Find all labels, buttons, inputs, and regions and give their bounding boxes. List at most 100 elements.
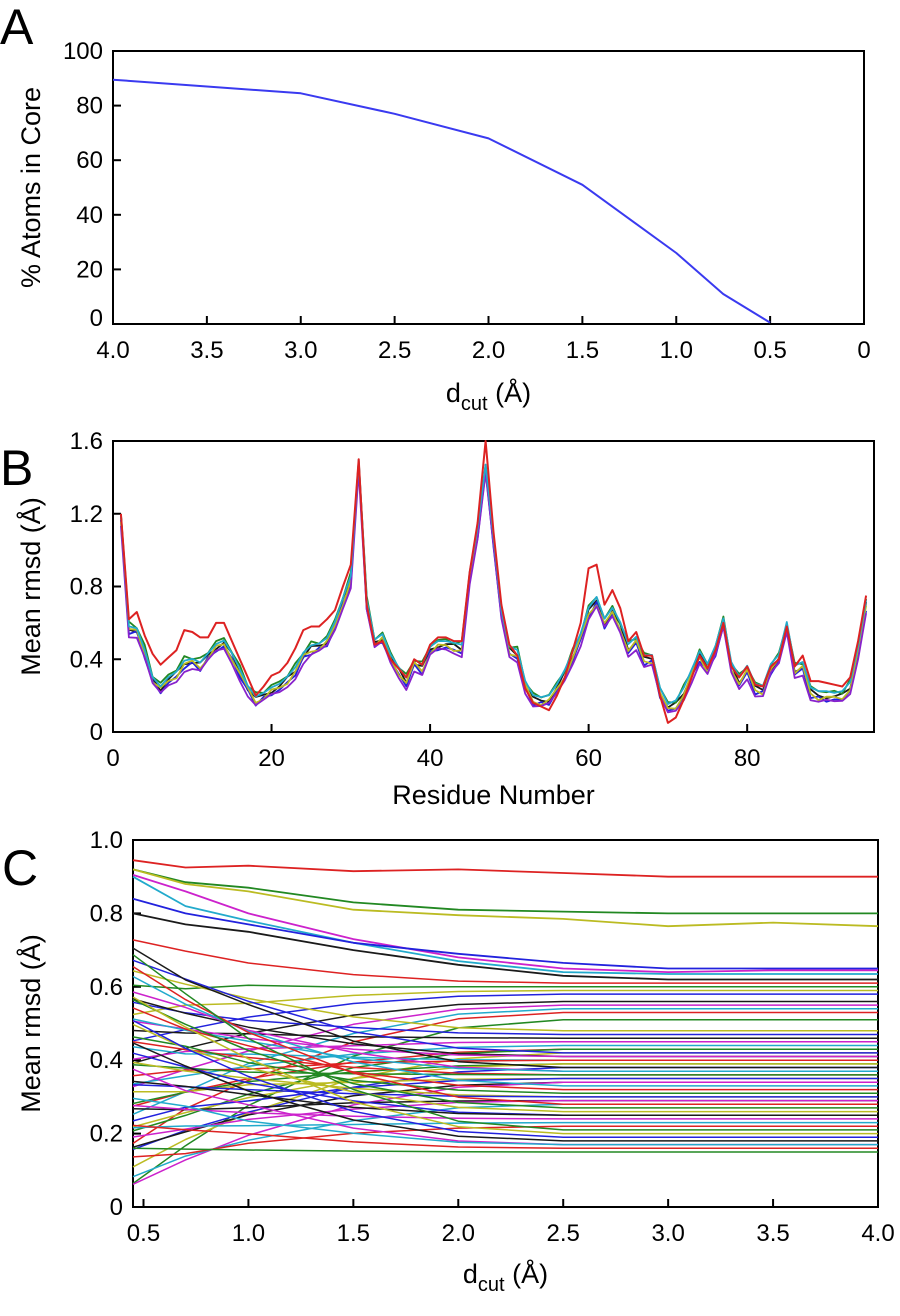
panel-c-series-line — [132, 1008, 878, 1115]
panel-c-series-line — [132, 993, 878, 1042]
panel-c-y-tick-label: 0.2 — [90, 1121, 123, 1148]
panel-c-series-line — [132, 1019, 878, 1139]
panel-c-plot-frame — [132, 839, 879, 1208]
panel-b-y-axis-label: Mean rmsd (Å) — [15, 497, 46, 676]
panel-b-x-tick-label: 60 — [575, 745, 602, 772]
panel-b-series-line — [120, 463, 867, 709]
panel-c-top-series-line — [132, 874, 878, 973]
panel-a-x-tick-label: 3.0 — [284, 337, 317, 364]
panel-label-b: B — [0, 440, 33, 496]
panel-c-y-axis-label: Mean rmsd (Å) — [15, 934, 46, 1113]
panel-c-x-tick-label: 2.0 — [442, 1220, 475, 1247]
panel-c-series-line — [132, 1011, 878, 1145]
panel-b-x-tick-label: 80 — [734, 745, 761, 772]
panel-c-series-line — [132, 1004, 878, 1088]
panel-a-y-axis-label: % Atoms in Core — [16, 87, 46, 288]
panel-c-y-tick-label: 1.0 — [90, 827, 123, 854]
panel-a-x-tick-label: 0 — [857, 337, 870, 364]
panel-b-x-axis-label: Residue Number — [392, 780, 595, 810]
panel-c-series-line — [132, 959, 878, 1054]
panel-a-y-tick-label: 100 — [63, 38, 103, 65]
panel-c-series-line — [132, 965, 878, 1105]
panel-c-series-line — [132, 1081, 878, 1185]
panel-c-x-axis-label: dcut (Å) — [463, 1258, 548, 1296]
panel-a-y-tick-label: 40 — [76, 202, 103, 229]
panel-a-plot-frame — [112, 50, 865, 325]
panel-a-x-axis-label: dcut (Å) — [446, 377, 531, 415]
panel-label-c: C — [2, 840, 38, 896]
panel-a-x-tick-label: 2.5 — [378, 337, 411, 364]
panel-c-x-tick-label: 3.5 — [756, 1220, 789, 1247]
panel-c-series-line — [132, 996, 878, 1135]
panel-a-x-tick-label: 2.0 — [472, 337, 505, 364]
panel-b-y-tick-label: 0.4 — [70, 646, 103, 673]
panel-c-series-line — [132, 1042, 878, 1142]
panel-c-series-line — [132, 939, 878, 984]
panel-c-series-line — [132, 1063, 878, 1076]
panel-c-chart: 0.5 1.0 1.5 2.0 2.5 3.0 3.5 4.0 0 0.2 0.4 0.6 0.8 1.0… — [15, 827, 895, 1296]
panel-a-x-tick-label: 1.5 — [566, 337, 599, 364]
panel-b-series-line — [120, 463, 867, 712]
panel-a-y-tick-label: 60 — [76, 147, 103, 174]
panel-c-series-line — [132, 975, 878, 1087]
panel-b-x-tick-label: 0 — [106, 745, 119, 772]
panel-c-series-line — [132, 1080, 878, 1117]
panel-c-series-line — [132, 1083, 878, 1098]
panel-b-y-tick-label: 1.6 — [70, 428, 103, 455]
panel-c-series-line — [132, 1023, 878, 1113]
panel-a-x-tick-label: 0.5 — [753, 337, 786, 364]
panel-c-top-series-line — [132, 912, 878, 981]
panel-c-series-line — [132, 1121, 878, 1129]
panel-b-y-tick-label: 1.2 — [70, 501, 103, 528]
panel-c-top-series-line — [132, 868, 879, 928]
panel-a-x-tick-label: 1.0 — [660, 337, 693, 364]
panel-c-series-line — [132, 1000, 878, 1064]
panel-c-series-line — [132, 1020, 878, 1058]
panel-c-top-series-line — [132, 875, 878, 975]
panel-c-top-series-line — [132, 868, 878, 915]
panel-a-y-tick-label: 20 — [76, 256, 103, 283]
panel-c-series-line — [132, 984, 878, 990]
panel-a-y-tick-label: 80 — [76, 93, 103, 120]
panel-c-y-tick-label: 0.4 — [90, 1047, 123, 1074]
panel-c-series-line — [132, 970, 878, 1032]
panel-c-y-tick-label: 0.6 — [90, 974, 123, 1001]
panel-c-y-tick-label: 0 — [110, 1194, 123, 1221]
panel-c-series-line — [132, 999, 878, 1109]
panel-c-series-line — [132, 1147, 878, 1153]
panel-a-chart: 4.0 3.5 3.0 2.5 2.0 1.5 1.0 0.5 0 0 20 40 60 80 100 dcu… — [16, 38, 871, 415]
panel-a-series-line — [112, 78, 771, 324]
panel-b-series-line-red — [119, 440, 868, 724]
panel-c-y-tick-label: 0.8 — [90, 900, 123, 927]
panel-c-series-line — [132, 1007, 878, 1091]
panel-c-x-tick-label: 0.5 — [127, 1220, 160, 1247]
panel-c-x-tick-label: 1.0 — [232, 1220, 265, 1247]
panel-b-x-tick-label: 20 — [258, 745, 285, 772]
panel-c-x-tick-label: 2.5 — [547, 1220, 580, 1247]
panel-c-x-tick-label: 3.0 — [651, 1220, 684, 1247]
panel-c-series-line — [132, 1125, 878, 1158]
panel-c-series-line — [132, 989, 878, 1016]
panel-c-series-line — [132, 1124, 878, 1150]
panel-a-x-tick-label: 4.0 — [96, 337, 129, 364]
panel-b-series-line — [120, 470, 867, 714]
panel-c-series-line — [132, 1097, 878, 1146]
panel-c-x-tick-label: 4.0 — [861, 1220, 894, 1247]
panel-a-y-tick-label: 0 — [90, 305, 103, 332]
panel-c-series-line — [132, 947, 878, 1069]
panel-c-series-line — [132, 1041, 878, 1061]
panel-b-chart: 0 20 40 60 80 0 0.4 0.8 1.2 1.6 Residue Number Mean… — [15, 428, 875, 810]
panel-b-y-tick-label: 0.8 — [70, 574, 103, 601]
panel-b-x-tick-label: 40 — [417, 745, 444, 772]
panel-c-top-series-line — [132, 859, 878, 878]
panel-c-x-tick-label: 1.5 — [337, 1220, 370, 1247]
panel-c-series-line — [132, 1018, 878, 1072]
panel-b-y-tick-label: 0 — [90, 719, 103, 746]
panel-c-series-line — [132, 954, 878, 1131]
panel-b-series-line — [120, 461, 867, 710]
panel-a-x-tick-label: 3.5 — [190, 337, 223, 364]
panel-c-series-line — [132, 1036, 878, 1094]
panel-c-top-series-line — [132, 897, 878, 970]
panel-label-a: A — [0, 0, 34, 55]
